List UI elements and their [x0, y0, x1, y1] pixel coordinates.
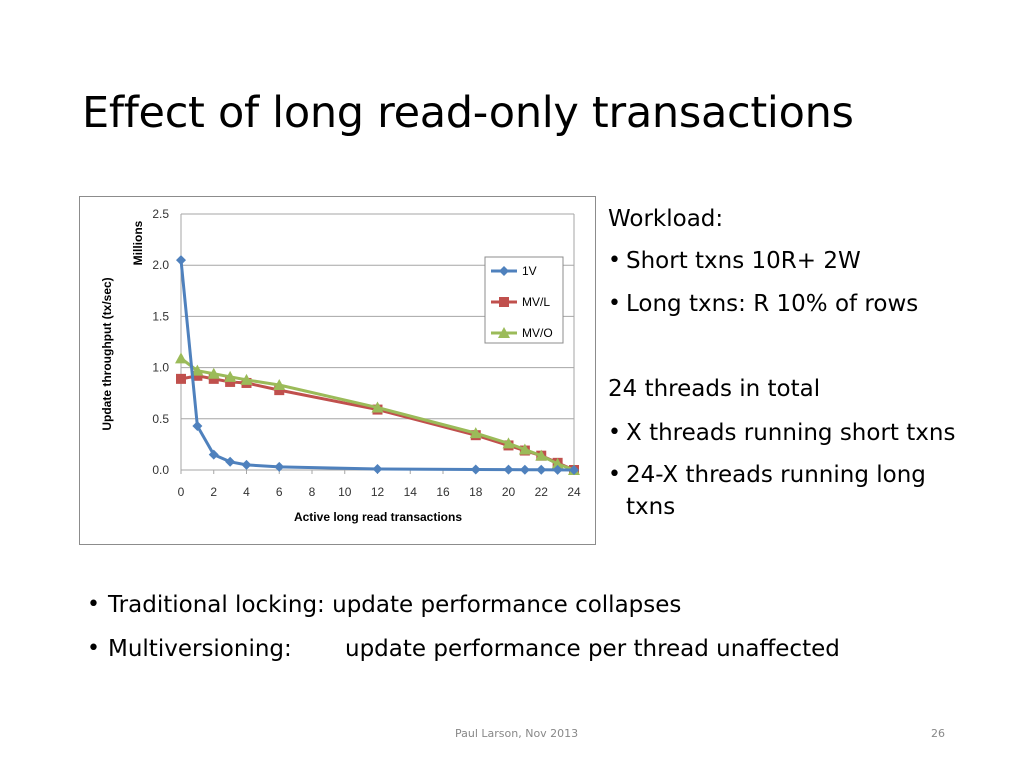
page-number: 26 [931, 727, 945, 740]
data-point-marker [372, 463, 383, 474]
chart-panel: 0.0 0.5 1.0 1.5 2.0 2.5 0 2 4 6 8 10 12 14 16 18 20 22 24 … [79, 196, 596, 545]
y-tick-label: 1.5 [152, 309, 169, 323]
x-tick-label: 22 [535, 485, 549, 499]
conclusion-detail: update performance per thread unaffected [345, 636, 840, 662]
data-point-marker [224, 370, 237, 382]
y-tick-label: 0.0 [152, 463, 169, 477]
threads-bullet-text: X threads running short txns [626, 420, 956, 446]
bullet-icon: • [608, 248, 621, 273]
legend: 1V MV/L MV/O [484, 256, 564, 344]
x-tick-label: 20 [502, 485, 516, 499]
legend-entry: 1V [491, 264, 537, 278]
x-tick-label: 8 [309, 485, 316, 499]
x-tick-label: 12 [371, 485, 385, 499]
data-point-marker [503, 464, 514, 475]
footer-author: Paul Larson, Nov 2013 [455, 727, 579, 740]
data-point-marker [225, 456, 236, 467]
bullet-icon: • [608, 420, 621, 445]
data-point-marker [536, 464, 547, 475]
y-tick-label: 0.5 [152, 412, 169, 426]
legend-entry: MV/L [491, 295, 550, 309]
y-axis-title: Update throughput (tx/sec) [100, 277, 114, 430]
data-point-marker [502, 437, 515, 449]
legend-marker [499, 266, 509, 276]
y-tick-label: 2.0 [152, 258, 169, 272]
axes: 0.00.51.01.52.02.50 2 4 6 8 10 12 14 16 18 20 22 24 [152, 207, 581, 499]
series-1v [176, 255, 579, 475]
data-point-marker [175, 352, 187, 364]
legend-label: MV/O [522, 326, 553, 340]
data-point-marker [192, 420, 203, 431]
data-point-marker [192, 370, 203, 381]
bullet-icon: • [608, 291, 621, 316]
workload-bullet-text: Long txns: R 10% of rows [626, 291, 919, 317]
line-chart: 0.00.51.01.52.02.50 2 4 6 8 10 12 14 16 18 20 22 24 … [100, 207, 581, 524]
y-axis-unit: Millions [131, 220, 145, 265]
x-axis-title: Active long read transactions [294, 510, 462, 524]
legend-marker [499, 297, 509, 307]
x-tick-label: 16 [436, 485, 450, 499]
x-tick-label: 10 [338, 485, 352, 499]
data-point-marker [176, 373, 186, 384]
threads-bullet-text: txns [626, 494, 676, 520]
data-point-marker [535, 449, 548, 461]
conclusion-text: Traditional locking: update performance … [108, 592, 682, 618]
legend-marker [498, 327, 510, 338]
x-tick-label: 18 [469, 485, 483, 499]
series-mv-l [176, 370, 579, 475]
x-tick-label: 0 [178, 485, 185, 499]
series-mv-o [175, 352, 580, 475]
threads-heading: 24 threads in total [608, 376, 821, 402]
data-point-marker [469, 427, 482, 439]
bullet-icon: • [87, 636, 100, 661]
bullet-icon: • [608, 462, 621, 487]
data-point-marker [176, 255, 186, 266]
x-tick-label: 2 [210, 485, 217, 499]
workload-heading: Workload: [608, 206, 724, 232]
data-point-marker [273, 379, 286, 391]
data-point-marker [519, 464, 530, 475]
data-point-marker [208, 373, 219, 384]
data-point-marker [241, 459, 252, 470]
data-point-marker [371, 401, 384, 413]
data-point-marker [225, 376, 236, 387]
workload-bullet-text: Short txns 10R+ 2W [626, 248, 861, 274]
y-tick-label: 1.0 [152, 361, 169, 375]
data-point-marker [274, 385, 285, 396]
x-tick-label: 14 [404, 485, 418, 499]
data-point-marker [240, 373, 253, 385]
data-point-marker [569, 465, 579, 475]
x-tick-label: 24 [567, 485, 581, 499]
x-tick-label: 4 [243, 485, 250, 499]
data-point-marker [552, 464, 563, 475]
data-point-marker [207, 367, 220, 379]
series-line [180, 374, 575, 472]
data-point-marker [518, 443, 531, 455]
series-layer [175, 255, 580, 475]
data-point-marker [208, 449, 219, 460]
legend-entry: MV/O [491, 326, 553, 340]
y-tick-label: 2.5 [152, 207, 169, 221]
data-point-marker [551, 457, 564, 469]
slide-title: Effect of long read-only transactions [82, 88, 854, 138]
bullet-icon: • [87, 592, 100, 617]
data-point-marker [470, 464, 481, 475]
x-tick-label: 6 [276, 485, 283, 499]
data-point-marker [191, 364, 204, 376]
conclusion-label: Multiversioning: [108, 636, 292, 662]
legend-label: MV/L [522, 295, 550, 309]
threads-bullet-text: 24-X threads running long [626, 462, 926, 488]
data-point-marker [274, 461, 285, 472]
legend-label: 1V [522, 264, 537, 278]
